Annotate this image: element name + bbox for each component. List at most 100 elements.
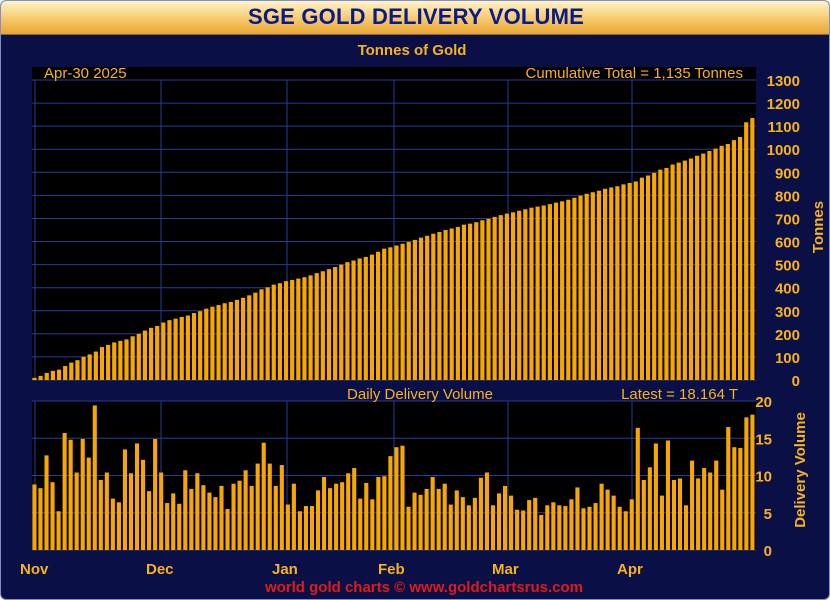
bar bbox=[247, 295, 252, 380]
bar bbox=[635, 427, 640, 550]
y-tick-label: 200 bbox=[775, 327, 800, 344]
bar bbox=[719, 145, 724, 380]
cumulative-total-annotation: Cumulative Total = 1,135 Tonnes bbox=[525, 65, 743, 82]
bar bbox=[167, 320, 172, 380]
bar bbox=[222, 303, 227, 380]
bar bbox=[122, 449, 127, 550]
x-tick-label: Jan bbox=[272, 561, 298, 578]
bar bbox=[74, 472, 79, 550]
bar bbox=[702, 468, 707, 550]
bar bbox=[677, 478, 683, 550]
bar bbox=[243, 470, 248, 550]
x-tick-label: Mar bbox=[492, 561, 519, 578]
bar bbox=[587, 506, 592, 550]
bar bbox=[480, 220, 485, 380]
bar bbox=[603, 188, 608, 380]
y-tick-label: 700 bbox=[775, 212, 800, 229]
bar bbox=[611, 495, 616, 550]
bar bbox=[545, 505, 550, 550]
bar bbox=[581, 508, 586, 550]
bar bbox=[504, 213, 510, 380]
bar bbox=[418, 237, 424, 380]
bar bbox=[496, 493, 502, 550]
bar bbox=[62, 433, 67, 550]
x-tick-label: Dec bbox=[146, 561, 174, 578]
bar bbox=[412, 492, 417, 550]
bar bbox=[665, 440, 670, 550]
bar bbox=[498, 215, 503, 380]
bar bbox=[732, 447, 737, 550]
bar bbox=[400, 445, 405, 550]
bar bbox=[454, 490, 459, 550]
bar bbox=[134, 443, 140, 550]
y-tick-label: 10 bbox=[755, 469, 772, 486]
bar bbox=[529, 207, 534, 380]
bar bbox=[486, 218, 491, 380]
bar bbox=[575, 487, 580, 550]
bar bbox=[56, 369, 62, 380]
bar bbox=[684, 505, 689, 550]
y-tick-label: 1100 bbox=[767, 119, 800, 136]
bar bbox=[234, 299, 240, 380]
bar bbox=[296, 278, 301, 380]
bar bbox=[177, 503, 182, 550]
bar bbox=[291, 483, 296, 550]
bar bbox=[339, 264, 344, 380]
y-tick-label: 5 bbox=[764, 506, 772, 523]
bar bbox=[346, 473, 351, 550]
bar bbox=[394, 245, 399, 380]
bar bbox=[515, 509, 520, 550]
bar bbox=[578, 195, 583, 380]
bar bbox=[370, 499, 375, 550]
y-tick-label: 500 bbox=[775, 258, 800, 275]
bar bbox=[653, 443, 658, 550]
bar bbox=[128, 473, 134, 550]
bar bbox=[179, 316, 184, 380]
bar bbox=[509, 495, 514, 550]
x-tick-label: Apr bbox=[617, 561, 643, 578]
bar bbox=[80, 439, 85, 550]
bar bbox=[309, 506, 315, 550]
bar bbox=[68, 439, 73, 550]
bar bbox=[63, 366, 68, 380]
bar bbox=[376, 476, 381, 550]
bar bbox=[50, 370, 55, 380]
bar bbox=[303, 506, 308, 550]
bar bbox=[141, 459, 146, 550]
bar bbox=[492, 216, 497, 380]
bar bbox=[442, 483, 447, 550]
bar bbox=[124, 339, 129, 380]
bar bbox=[609, 187, 614, 380]
x-axis-ticks: Nov Dec Jan Feb Mar Apr bbox=[20, 561, 643, 578]
bar bbox=[333, 267, 338, 380]
bar bbox=[503, 485, 508, 550]
x-tick-label: Feb bbox=[378, 561, 405, 578]
bar bbox=[201, 485, 206, 550]
y-tick-label: 1200 bbox=[767, 96, 800, 113]
bar bbox=[285, 504, 290, 550]
bar bbox=[707, 151, 712, 380]
bar bbox=[357, 258, 362, 380]
bar bbox=[253, 292, 258, 380]
bar bbox=[510, 212, 516, 380]
bar bbox=[104, 472, 109, 550]
bar bbox=[75, 360, 80, 380]
bar bbox=[466, 505, 471, 550]
bar bbox=[382, 476, 387, 550]
bar bbox=[267, 463, 272, 550]
bar bbox=[658, 169, 663, 380]
bar bbox=[98, 479, 103, 550]
bar bbox=[259, 289, 264, 380]
bar bbox=[664, 167, 669, 380]
bar bbox=[388, 247, 393, 380]
bar bbox=[412, 239, 417, 380]
bar bbox=[130, 336, 135, 380]
bar bbox=[713, 148, 718, 380]
y-tick-label: 0 bbox=[792, 373, 800, 390]
bar bbox=[629, 499, 634, 550]
bar bbox=[277, 283, 282, 380]
y-tick-label: 400 bbox=[775, 281, 800, 298]
bar bbox=[219, 485, 224, 550]
bar bbox=[418, 494, 423, 550]
bar bbox=[436, 488, 441, 550]
